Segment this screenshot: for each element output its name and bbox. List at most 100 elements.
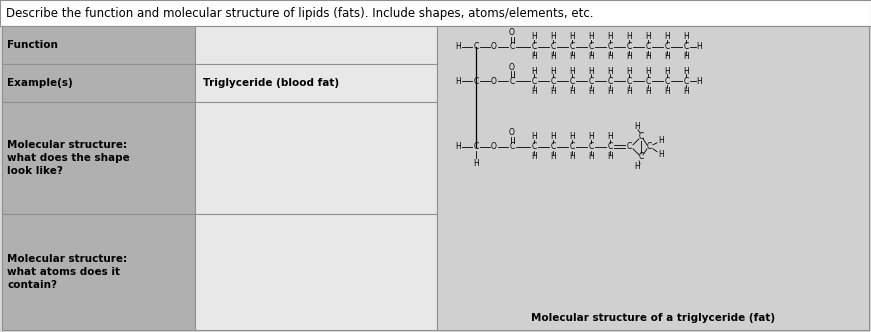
Text: H: H <box>664 33 670 42</box>
Bar <box>2 26 195 64</box>
Text: H: H <box>658 136 664 145</box>
Text: O: O <box>509 29 515 38</box>
Text: C: C <box>626 77 631 86</box>
Text: C: C <box>510 142 515 151</box>
Text: H: H <box>634 162 640 171</box>
Text: C: C <box>589 77 594 86</box>
Bar <box>2 64 195 102</box>
Text: H: H <box>550 67 556 76</box>
Text: H: H <box>550 132 556 141</box>
Text: H: H <box>645 52 651 61</box>
Text: C: C <box>589 142 594 151</box>
Text: C: C <box>607 142 612 151</box>
Text: C: C <box>607 42 612 51</box>
Text: H: H <box>607 33 613 42</box>
Text: C: C <box>510 42 515 51</box>
Text: H: H <box>456 142 461 151</box>
Text: O: O <box>491 142 497 151</box>
Bar <box>437 26 869 330</box>
Bar <box>195 214 437 330</box>
Text: Molecular structure of a triglyceride (fat): Molecular structure of a triglyceride (f… <box>531 313 775 323</box>
Text: H: H <box>531 52 537 61</box>
Text: H: H <box>531 132 537 141</box>
Text: H: H <box>664 87 670 96</box>
Text: C: C <box>645 77 651 86</box>
Text: H: H <box>683 67 689 76</box>
Text: C: C <box>473 142 479 151</box>
Text: H: H <box>626 87 631 96</box>
Bar <box>0 0 871 26</box>
Text: Molecular structure:
what atoms does it
contain?: Molecular structure: what atoms does it … <box>7 254 127 290</box>
Text: C: C <box>531 77 537 86</box>
Text: C: C <box>626 142 631 151</box>
Text: H: H <box>645 33 651 42</box>
Text: Example(s): Example(s) <box>7 78 73 88</box>
Text: C: C <box>550 142 556 151</box>
Text: H: H <box>531 87 537 96</box>
Text: H: H <box>569 87 575 96</box>
Text: H: H <box>658 150 664 159</box>
Text: C: C <box>570 142 575 151</box>
Text: H: H <box>456 42 461 51</box>
Text: H: H <box>607 132 613 141</box>
Text: H: H <box>634 122 640 131</box>
Text: O: O <box>509 63 515 72</box>
Text: C: C <box>570 42 575 51</box>
Text: C: C <box>665 77 670 86</box>
Text: C: C <box>531 42 537 51</box>
Text: O: O <box>509 128 515 137</box>
Text: H: H <box>569 67 575 76</box>
Text: Triglyceride (blood fat): Triglyceride (blood fat) <box>203 78 339 88</box>
Text: H: H <box>550 152 556 161</box>
Text: H: H <box>550 52 556 61</box>
Text: H: H <box>626 67 631 76</box>
Bar <box>2 102 195 214</box>
Text: H: H <box>531 33 537 42</box>
Text: H: H <box>664 67 670 76</box>
Text: H: H <box>683 87 689 96</box>
Text: H: H <box>588 67 594 76</box>
Text: Function: Function <box>7 40 57 50</box>
Text: C: C <box>570 77 575 86</box>
Text: H: H <box>696 42 702 51</box>
Text: H: H <box>569 152 575 161</box>
Text: C: C <box>646 142 652 151</box>
Text: C: C <box>638 132 644 141</box>
Text: C: C <box>645 42 651 51</box>
Text: C: C <box>531 142 537 151</box>
Text: H: H <box>531 152 537 161</box>
Text: C: C <box>638 152 644 161</box>
Text: H: H <box>473 159 479 168</box>
Text: Describe the function and molecular structure of lipids (fats). Include shapes, : Describe the function and molecular stru… <box>6 7 593 20</box>
Text: H: H <box>588 87 594 96</box>
Text: H: H <box>550 87 556 96</box>
Bar <box>195 64 437 102</box>
Text: H: H <box>569 52 575 61</box>
Text: C: C <box>589 42 594 51</box>
Text: H: H <box>588 152 594 161</box>
Text: H: H <box>626 33 631 42</box>
Text: C: C <box>550 77 556 86</box>
Text: C: C <box>684 77 689 86</box>
Text: H: H <box>550 33 556 42</box>
Text: H: H <box>645 87 651 96</box>
Text: C: C <box>473 42 479 51</box>
Text: H: H <box>569 33 575 42</box>
Bar <box>2 214 195 330</box>
Text: H: H <box>607 152 613 161</box>
Text: O: O <box>491 42 497 51</box>
Text: C: C <box>607 77 612 86</box>
Text: H: H <box>456 77 461 86</box>
Text: C: C <box>510 77 515 86</box>
Text: C: C <box>665 42 670 51</box>
Text: H: H <box>607 67 613 76</box>
Text: C: C <box>684 42 689 51</box>
Text: H: H <box>607 87 613 96</box>
Text: H: H <box>588 52 594 61</box>
Text: C: C <box>626 42 631 51</box>
Text: Molecular structure:
what does the shape
look like?: Molecular structure: what does the shape… <box>7 140 130 176</box>
Text: C: C <box>473 77 479 86</box>
Text: H: H <box>626 52 631 61</box>
Text: H: H <box>683 33 689 42</box>
Bar <box>195 26 437 64</box>
